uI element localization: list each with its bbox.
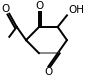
Text: OH: OH [68, 5, 84, 15]
Text: O: O [35, 1, 43, 11]
Text: O: O [44, 67, 52, 77]
Text: O: O [1, 4, 10, 14]
